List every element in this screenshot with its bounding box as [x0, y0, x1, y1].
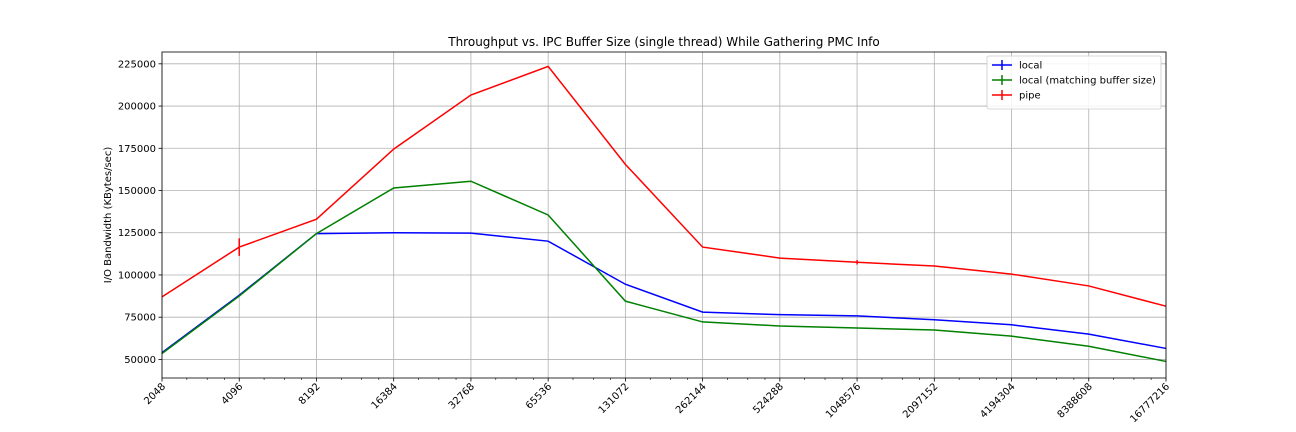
- legend-item: local (matching buffer size): [992, 75, 1156, 87]
- series-layer: [161, 65, 1167, 363]
- legend: local local (matching buffer size) pipe: [986, 55, 1162, 110]
- y-tick-label: 125000: [118, 228, 156, 239]
- legend-label: local: [1019, 61, 1042, 72]
- y-tick-label: 100000: [118, 270, 156, 281]
- y-tick-label: 175000: [118, 144, 156, 155]
- series-1: [161, 180, 1167, 363]
- legend-label: pipe: [1019, 91, 1041, 102]
- y-tick-label: 75000: [124, 313, 156, 324]
- plot-area-frame: [161, 51, 1167, 379]
- y-tick-label: 50000: [124, 355, 156, 366]
- legend-label: local (matching buffer size): [1019, 76, 1156, 87]
- y-axis-label: I/O Bandwidth (KBytes/sec): [103, 147, 114, 284]
- y-axis: 50000 75000 100000 125000 150000 175000 200000…: [118, 59, 162, 366]
- y-tick-label: 225000: [118, 59, 156, 70]
- series-line: [161, 65, 1167, 307]
- legend-box: [986, 55, 1162, 110]
- legend-item: pipe: [992, 90, 1041, 102]
- chart-title: Throughput vs. IPC Buffer Size (single t…: [447, 35, 879, 49]
- series-0: [161, 231, 1167, 354]
- y-tick-label: 150000: [118, 186, 156, 197]
- series-2: [161, 65, 1167, 307]
- y-tick-label: 200000: [118, 102, 156, 113]
- legend-item: local: [992, 60, 1042, 72]
- grid: [161, 52, 1167, 378]
- series-line: [161, 231, 1167, 354]
- series-line: [161, 180, 1167, 363]
